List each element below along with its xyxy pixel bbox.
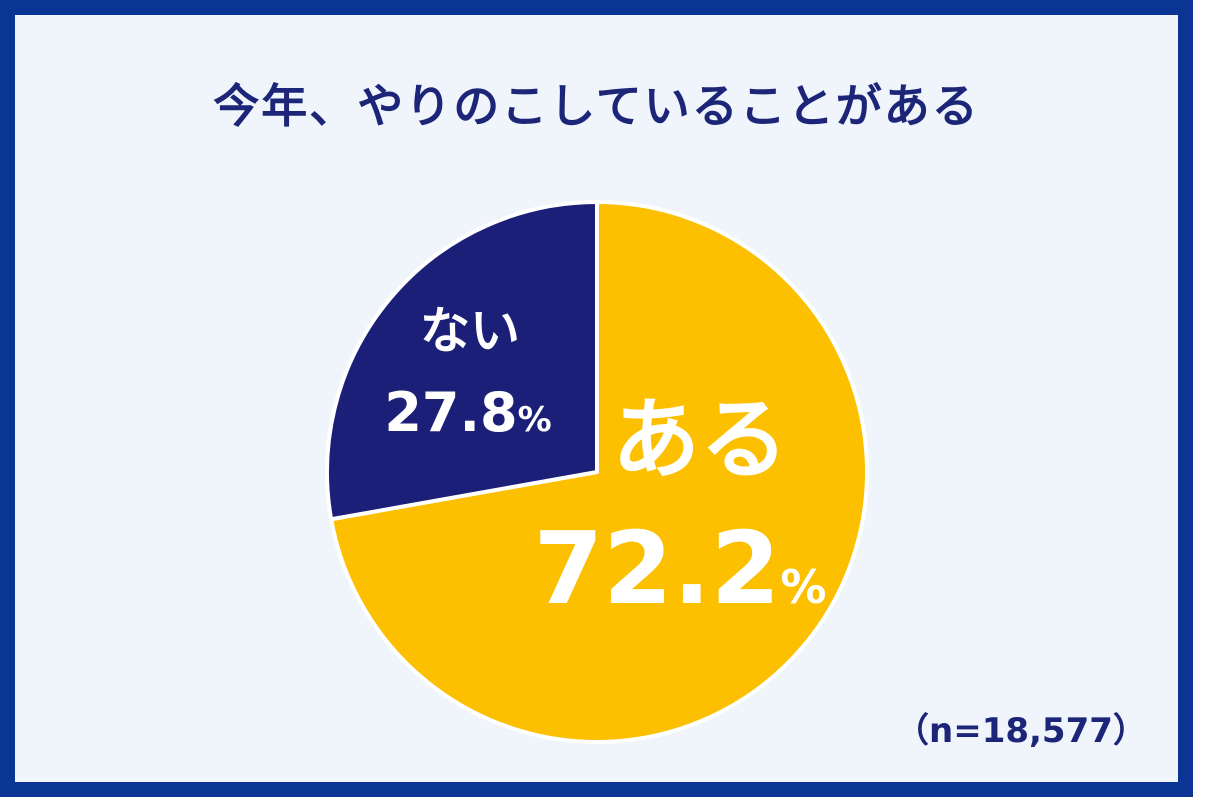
slice-value-label: 72.2% [534,510,827,627]
pie-slice-aru [329,200,869,744]
sample-size-label: （n=18,577） [895,711,1147,751]
slice-name-label: ある [612,388,788,491]
slice-name-label: ない [420,302,520,360]
pie-slice-nai [325,200,599,522]
percent-sign: % [780,560,826,614]
percent-sign: % [518,400,552,440]
chart-title: 今年、やりのこしていることがある [213,79,980,133]
